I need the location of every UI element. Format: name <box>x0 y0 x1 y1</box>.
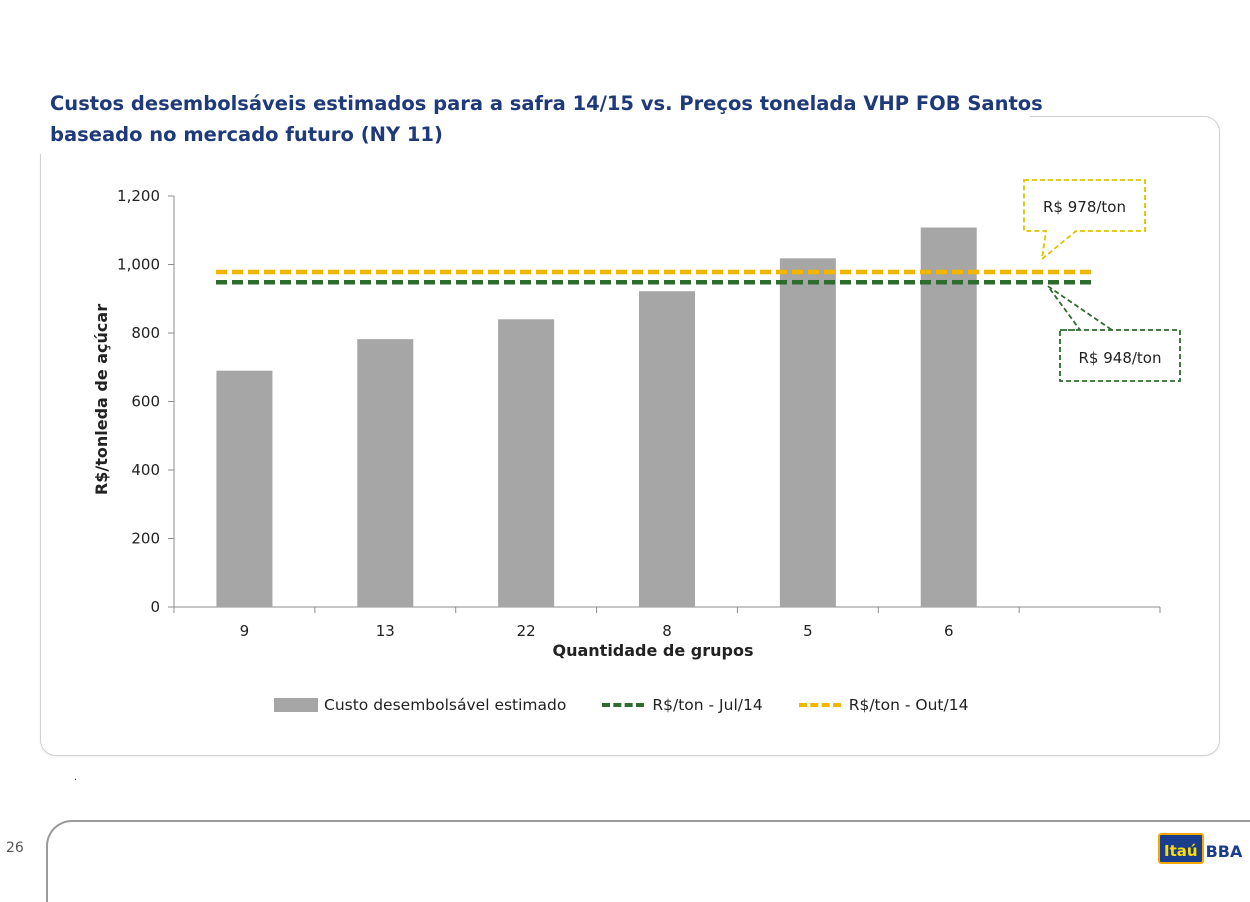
itau-bba-logo: Itaú BBA <box>1158 833 1242 864</box>
chart-legend: Custo desembolsável estimado R$/ton - Ju… <box>274 694 1004 716</box>
y-tick-label: 600 <box>131 393 160 411</box>
bar <box>498 319 555 607</box>
legend-swatch-jul14 <box>602 703 645 707</box>
legend-label-out14: R$/ton - Out/14 <box>848 696 969 714</box>
callout-label-out14: R$ 978/ton <box>1043 198 1126 216</box>
legend-item-jul14: R$/ton - Jul/14 <box>602 696 763 714</box>
title-mask <box>30 108 1030 154</box>
tiny-mark: . <box>74 772 78 783</box>
chart-svg: 0 200 400 600 800 1,000 1,200 9 13 22 8 5 6 R$ 978/to… <box>92 179 1181 660</box>
y-tick-label: 400 <box>131 461 160 479</box>
page-title-line-1: Custos desembolsáveis estimados para a s… <box>50 92 1043 115</box>
x-axis-title: Quantidade de grupos <box>552 641 753 660</box>
x-tick-label: 13 <box>376 622 395 640</box>
bar <box>779 258 836 607</box>
legend-item-cost: Custo desembolsável estimado <box>274 696 566 714</box>
callout-box-jul14 <box>1047 285 1181 382</box>
legend-item-out14: R$/ton - Out/14 <box>798 696 969 714</box>
y-tick-label: 1,000 <box>117 256 160 274</box>
y-axis-title: R$/tonleda de açúcar <box>92 304 111 495</box>
callout-box-out14 <box>1023 179 1146 262</box>
x-tick-label: 22 <box>517 622 536 640</box>
page-title-line-2: baseado no mercado futuro (NY 11) <box>50 123 443 146</box>
legend-label-cost: Custo desembolsável estimado <box>324 696 567 714</box>
bar <box>216 370 273 607</box>
legend-swatch-out14 <box>798 703 841 707</box>
x-tick-label: 8 <box>662 622 672 640</box>
x-tick-label: 9 <box>240 622 250 640</box>
callout-label-jul14: R$ 948/ton <box>1079 349 1162 367</box>
x-tick-label: 6 <box>944 622 954 640</box>
page-number: 26 <box>6 840 24 856</box>
itau-logo-icon: Itaú <box>1158 833 1204 864</box>
legend-label-jul14: R$/ton - Jul/14 <box>652 696 763 714</box>
y-tick-label: 800 <box>131 324 160 342</box>
y-tick-label: 200 <box>131 530 160 548</box>
bar <box>639 291 695 607</box>
bar <box>920 227 977 607</box>
footer-frame <box>46 820 1250 902</box>
x-tick-label: 5 <box>803 622 813 640</box>
bba-logo-text: BBA <box>1205 842 1243 861</box>
page-title: Custos desembolsáveis estimados para a s… <box>50 88 1043 150</box>
y-tick-label: 0 <box>150 598 160 616</box>
legend-swatch-cost <box>274 698 318 712</box>
bar <box>357 339 414 607</box>
y-tick-label: 1,200 <box>117 187 160 205</box>
